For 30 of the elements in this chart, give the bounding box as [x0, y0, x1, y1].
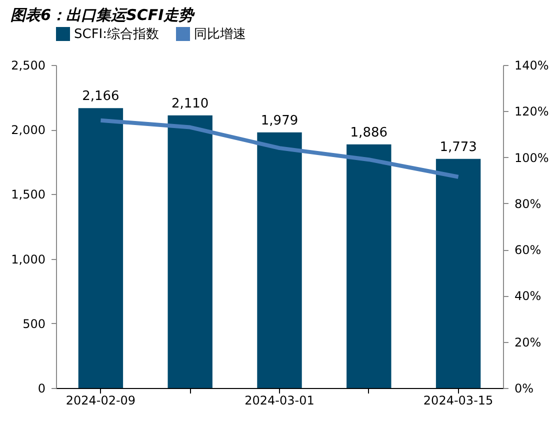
- y-tick-label: 2,500: [11, 58, 46, 72]
- y2-tick-label: 40%: [514, 289, 542, 304]
- y2-tick-label: 120%: [514, 104, 549, 119]
- chart-title: 图表6：出口集运SCFI走势: [10, 6, 196, 24]
- y2-tick-label: 80%: [514, 196, 542, 211]
- data-label: 1,773: [440, 140, 477, 155]
- x-tick-label: 2024-02-09: [66, 394, 136, 408]
- y-tick-label: 2,000: [11, 123, 46, 138]
- data-label: 1,979: [260, 113, 298, 128]
- bar: [346, 144, 392, 388]
- data-label: 1,886: [350, 125, 388, 140]
- data-label: 2,110: [171, 96, 209, 112]
- y2-tick-label: 100%: [514, 150, 549, 165]
- y-tick-label: 1,500: [11, 188, 46, 202]
- bar: [168, 115, 212, 388]
- y2-tick-label: 20%: [514, 335, 542, 350]
- y2-tick-label: 0%: [514, 382, 534, 396]
- bar: [78, 108, 124, 388]
- y2-tick-label: 60%: [514, 243, 542, 258]
- x-tick-label: 2024-03-01: [244, 394, 314, 408]
- y-tick-label: 500: [22, 316, 46, 331]
- y-tick-label: 1,000: [11, 252, 46, 266]
- y-tick-label: 0: [38, 382, 46, 396]
- bar: [257, 132, 302, 388]
- data-label: 2,166: [82, 89, 120, 104]
- legend-label: 同比增速: [194, 27, 246, 42]
- legend-label: SCFI:综合指数: [74, 27, 160, 42]
- bar: [436, 158, 481, 388]
- y2-tick-label: 140%: [514, 58, 549, 72]
- x-tick-label: 2024-03-15: [423, 394, 494, 408]
